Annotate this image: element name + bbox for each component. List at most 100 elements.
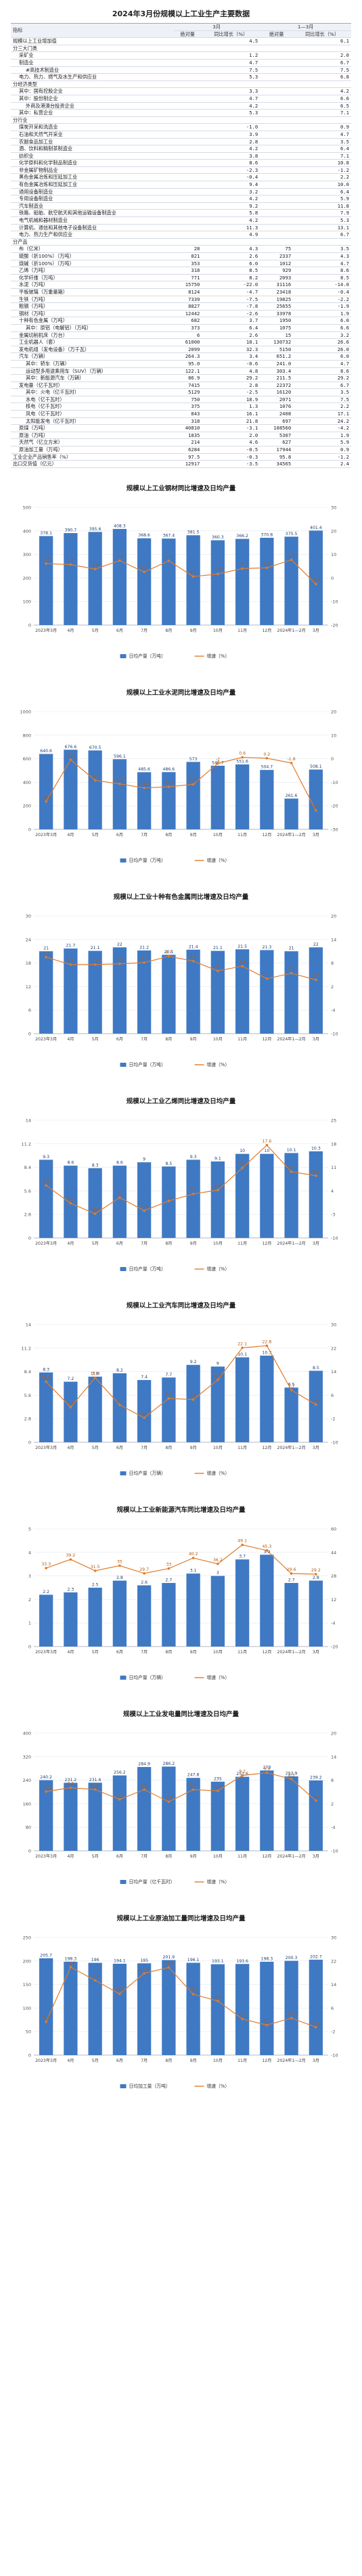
table-row: 天然气（亿立方米） 214 4.6 627 5.9 <box>11 438 351 447</box>
left-axis-tick-label: 3 <box>28 1573 31 1579</box>
growth-point <box>93 1569 97 1572</box>
growth-value-label: 7.4 <box>116 554 123 559</box>
bar-value-label: 2.7 <box>288 1578 295 1582</box>
table-cell-m-abs: 373 <box>173 324 202 332</box>
table-row: 工业企业产品销售率（%） 97.5 -0.3 95.8 -1.2 <box>11 453 351 461</box>
table-cell-m-yoy: 7.5 <box>202 66 261 74</box>
growth-point <box>241 567 244 570</box>
table-row: 水泥（万吨） 15750 -22.0 31116 -14.0 <box>11 281 351 289</box>
table-cell-m-yoy: 6.4 <box>202 324 261 332</box>
table-cell-name: 通用设备制造业 <box>11 188 173 196</box>
table-cell-m-yoy: 8.6 <box>202 159 261 167</box>
x-tick-label: 4月 <box>67 1037 74 1042</box>
x-tick-label: 7月 <box>141 1650 148 1655</box>
growth-point <box>290 1572 293 1575</box>
table-cell-y-yoy: 3.2 <box>293 331 351 340</box>
growth-value-label: 33.3 <box>41 1562 51 1567</box>
left-axis-tick-label: 5.6 <box>24 1393 31 1398</box>
chart-block: 规模以上工业发电量同比增速及日均产量 0 -10 80 -4 160 2 240 8 320 14 4… <box>11 1709 351 1898</box>
x-tick-label: 3月 <box>313 1037 319 1042</box>
chart-bar <box>309 1780 323 1851</box>
right-axis-tick-label: -30 <box>331 827 338 832</box>
bar-value-label: 9 <box>143 1157 145 1162</box>
growth-value-label: 6 <box>217 965 219 969</box>
growth-point <box>191 1192 195 1195</box>
table-row: 布（亿米） 28 4.3 75 3.5 <box>11 245 351 253</box>
bar-value-label: 195 <box>140 1958 148 1963</box>
bar-value-label: 367.4 <box>163 533 175 538</box>
table-cell-m-abs: 375 <box>173 402 202 411</box>
x-tick-label: 3月 <box>313 1854 319 1859</box>
right-axis-tick-label: 30 <box>331 505 336 510</box>
growth-point <box>118 1196 121 1199</box>
left-axis-tick-label: 400 <box>23 1730 31 1736</box>
growth-point <box>315 2025 317 2029</box>
table-cell-m-yoy: 3.4 <box>202 352 261 361</box>
growth-value-label: 5.6 <box>92 1783 99 1788</box>
table-cell-name: 十种有色金属（万吨） <box>11 317 173 325</box>
right-axis-tick-label: 60 <box>331 1526 336 1532</box>
table-cell-y-yoy <box>293 45 351 53</box>
bar-value-label: 390.7 <box>65 528 77 532</box>
table-cell-m-abs: 214 <box>173 438 202 447</box>
chart-bar <box>137 1766 152 1851</box>
table-cell-m-abs <box>173 209 202 218</box>
x-tick-label: 6月 <box>116 2058 123 2063</box>
table-row: 乙烯（万吨） 318 8.5 929 8.6 <box>11 267 351 275</box>
legend-bar-swatch <box>120 2084 127 2088</box>
growth-value-label: 7.7 <box>288 1384 295 1389</box>
table-cell-m-yoy: 4.7 <box>202 95 261 103</box>
bar-value-label: 231.6 <box>89 1778 101 1782</box>
growth-value-label: -0.4 <box>66 754 74 758</box>
growth-point <box>217 1562 219 1565</box>
table-cell-m-yoy: 4.2 <box>202 195 261 203</box>
table-cell-name: 风电（亿千瓦时） <box>11 410 173 418</box>
table-cell-y-yoy: 6.7 <box>293 231 351 239</box>
left-axis-tick-label: 800 <box>23 733 31 738</box>
growth-value-label: -1.9 <box>140 1205 148 1210</box>
table-cell-name: 铁路、船舶、航空航天和其他运输设备制造业 <box>11 209 173 218</box>
table-cell-y-yoy: -1.2 <box>293 453 351 461</box>
table-cell-y-yoy: 17.1 <box>293 410 351 418</box>
x-tick-label: 5月 <box>92 2058 99 2063</box>
x-tick-label: 3月 <box>313 1650 319 1655</box>
table-cell-name: 其中：轿车（万辆） <box>11 360 173 368</box>
table-cell-m-yoy: -3.5 <box>202 460 261 468</box>
right-axis-tick-label: -10 <box>331 1031 338 1036</box>
table-cell-m-abs <box>173 216 202 225</box>
chart-block: 规模以上工业十种有色金属同比增速及日均产量 0 -10 6 -4 12 2 18 8 24 14 30… <box>11 892 351 1081</box>
growth-value-label: 40.2 <box>189 1552 198 1557</box>
table-row: 原油加工量（万吨） 6284 -0.5 17944 0.9 <box>11 446 351 454</box>
bar-value-label: 3.9 <box>263 1550 270 1555</box>
bar-value-label: 261.6 <box>286 794 298 798</box>
x-tick-label: 7月 <box>141 1446 148 1450</box>
table-cell-m-abs: 353 <box>173 260 202 268</box>
growth-value-label: 11.9 <box>91 1372 100 1377</box>
right-axis-tick-label: 30 <box>331 1935 336 1940</box>
left-axis-tick-label: 500 <box>23 505 31 510</box>
growth-value-label: 5.6 <box>43 1179 49 1184</box>
x-tick-label: 3月 <box>313 2058 319 2063</box>
growth-value-label: 4.9 <box>165 1392 172 1397</box>
chart-bar <box>284 1582 298 1647</box>
growth-value-label: 5.6 <box>141 1783 148 1788</box>
chart-bar <box>112 1775 127 1851</box>
x-tick-label: 5月 <box>92 1650 99 1655</box>
table-cell-name: 有色金属冶炼和压延加工业 <box>11 181 173 189</box>
table-cell-y-yoy: 10.0 <box>293 181 351 189</box>
table-cell-y-yoy: 6.1 <box>293 37 351 45</box>
x-tick-label: 8月 <box>165 833 172 837</box>
table-cell-m-yoy: 18.9 <box>202 396 261 404</box>
left-axis-tick-label: 0 <box>28 1848 31 1854</box>
x-tick-label: 2024年1—2月 <box>277 1445 306 1450</box>
right-axis-tick-label: 6 <box>331 1393 334 1398</box>
legend-bar-label: 日均产量（亿千瓦时） <box>129 1879 175 1885</box>
growth-point <box>217 762 219 765</box>
chart-bar <box>186 1778 200 1851</box>
growth-point <box>45 2020 47 2023</box>
chart-svg: 0 -20 100 -10 200 0 300 10 400 20 500 30 378.1 2023年3… <box>23 505 338 659</box>
growth-value-label: -1.8 <box>288 757 296 762</box>
chart-bar <box>210 1576 225 1647</box>
legend-line-label: 增速（%） <box>207 653 230 659</box>
left-axis-tick-label: 24 <box>26 937 31 942</box>
